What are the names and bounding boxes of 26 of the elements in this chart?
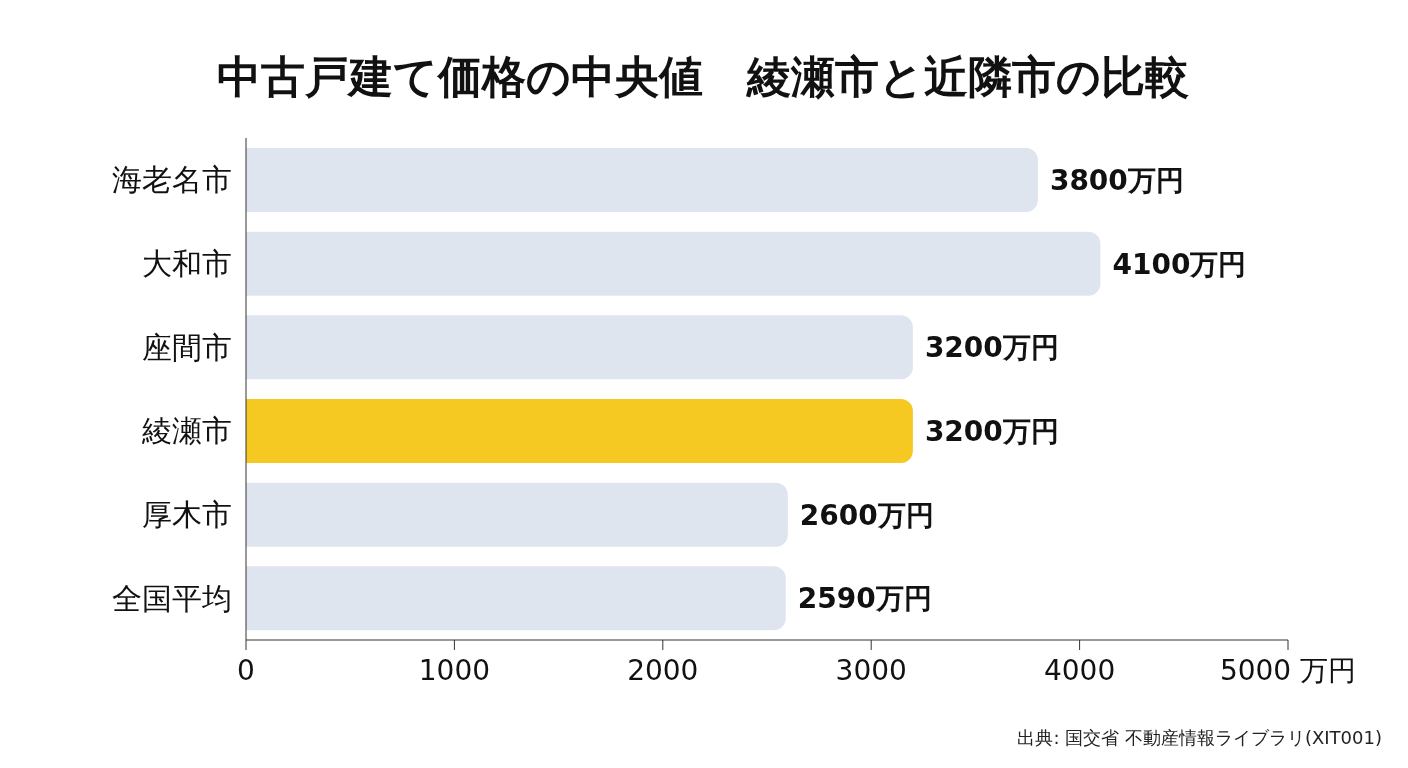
y-tick-label: 大和市 — [142, 246, 232, 282]
y-tick-label: 海老名市 — [112, 162, 232, 198]
bar — [246, 566, 786, 631]
bar — [246, 482, 788, 547]
data-label: 2600万円 — [799, 498, 934, 532]
x-tick-label: 2000 — [627, 653, 699, 687]
data-label: 3200万円 — [924, 414, 1059, 448]
bar — [246, 399, 913, 463]
y-tick-label: 厚木市 — [142, 497, 232, 533]
x-tick-label: 5000 万円 — [1219, 653, 1357, 687]
data-label: 4100万円 — [1112, 247, 1247, 281]
data-label: 2590万円 — [797, 582, 932, 616]
bar — [246, 315, 913, 380]
data-label: 3200万円 — [924, 331, 1059, 365]
x-tick-label: 3000 — [835, 653, 907, 687]
source-note: 出典: 国交省 不動産情報ライブラリ(XIT001) — [1017, 726, 1382, 750]
data-label: 3800万円 — [1049, 163, 1184, 197]
bar — [246, 231, 1101, 296]
x-tick-label: 4000 — [1043, 653, 1116, 687]
y-tick-label: 綾瀬市 — [141, 413, 232, 449]
y-tick-label: 座間市 — [142, 329, 232, 365]
chart-title: 中古戸建て価格の中央値 綾瀬市と近隣市の比較 — [216, 50, 1190, 104]
y-tick-label: 全国平均 — [112, 580, 232, 616]
x-tick-label: 0 — [237, 653, 255, 687]
bar — [246, 148, 1038, 212]
x-tick-label: 1000 — [418, 653, 491, 687]
